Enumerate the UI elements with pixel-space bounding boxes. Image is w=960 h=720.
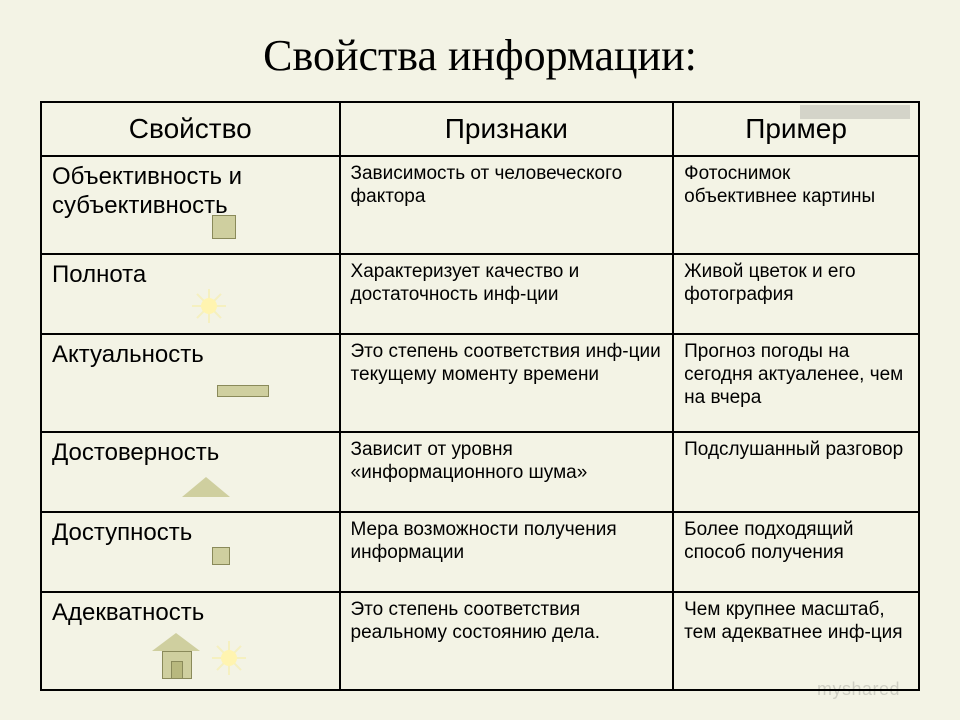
property-example: Живой цветок и его фотография [673,254,919,334]
property-example: Подслушанный разговор [673,432,919,512]
table-row: Доступность Мера возможности получения и… [41,512,919,592]
sun-icon [212,641,246,675]
slide: Свойства информации: Свойство Признаки П… [0,0,960,720]
table-row: Достоверность Зависит от уровня «информа… [41,432,919,512]
property-name: Актуальность [52,341,329,370]
table-header-row: Свойство Признаки Пример [41,102,919,156]
col-header-signs: Признаки [340,102,674,156]
slide-title: Свойства информации: [40,30,920,81]
property-example: Прогноз погоды на сегодня актуаленее, че… [673,334,919,432]
property-example: Чем крупнее масштаб, тем адекватнее инф-… [673,592,919,690]
property-signs: Зависимость от человеческого фактора [340,156,674,254]
sun-icon [192,289,226,323]
table-row: Полнота Характеризует качество и доста [41,254,919,334]
triangle-icon [182,477,230,497]
property-name: Доступность [52,519,329,548]
property-name: Объективность и субъективность [52,163,329,221]
property-signs: Характеризует качество и достаточность и… [340,254,674,334]
property-name: Адекватность [52,599,329,628]
square-icon [212,215,236,239]
table-row: Адекватность [41,592,919,690]
decoration-gray-bar [800,105,910,119]
bar-icon [217,385,269,397]
property-name: Полнота [52,261,329,290]
property-name: Достоверность [52,439,329,468]
property-signs: Это степень соответствия инф-ции текущем… [340,334,674,432]
properties-table: Свойство Признаки Пример Объективность и… [40,101,920,691]
col-header-property: Свойство [41,102,340,156]
property-example: Более подходящий способ получения [673,512,919,592]
table-row: Актуальность Это степень соответствия ин… [41,334,919,432]
watermark: myshared [817,679,900,700]
property-example: Фотоснимок объективнее картины [673,156,919,254]
property-signs: Мера возможности получения информации [340,512,674,592]
property-signs: Зависит от уровня «информационного шума» [340,432,674,512]
house-icon [152,633,200,679]
property-signs: Это степень соответствия реальному состо… [340,592,674,690]
table-row: Объективность и субъективность Зависимос… [41,156,919,254]
square-icon [212,547,230,565]
